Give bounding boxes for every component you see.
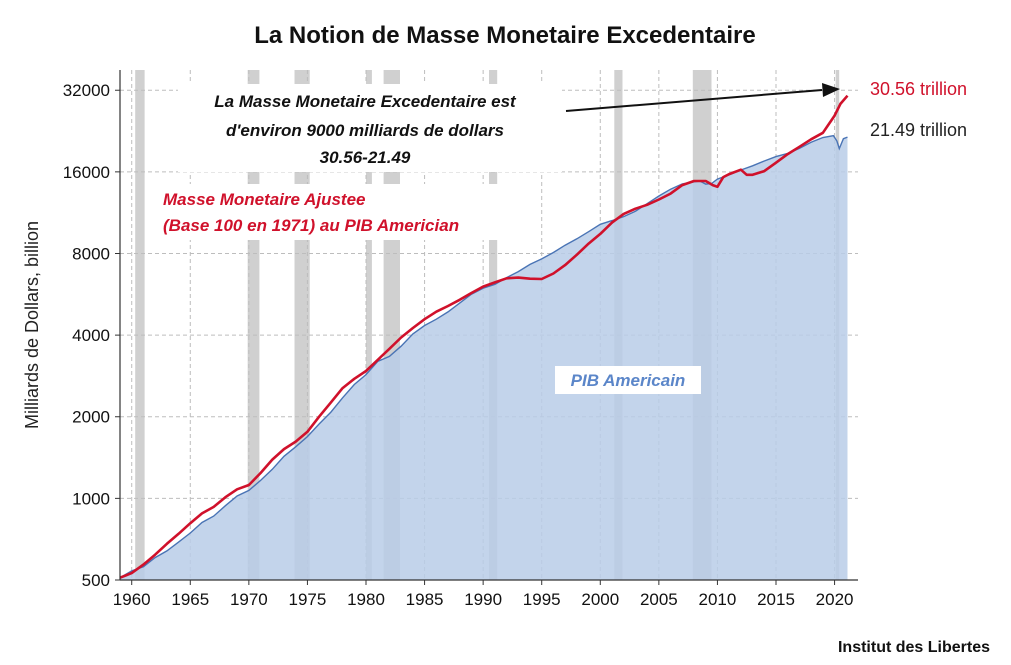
x-tick-label-1970: 1970: [230, 590, 268, 609]
x-tick-label-1985: 1985: [406, 590, 444, 609]
x-tick-label-2005: 2005: [640, 590, 678, 609]
x-tick-label-2015: 2015: [757, 590, 795, 609]
y-tick-label-32000: 32000: [63, 81, 110, 100]
masse-annotation: Masse Monetaire Ajustee (Base 100 en 197…: [160, 184, 522, 240]
masse-annotation-line-2: (Base 100 en 1971) au PIB Americian: [163, 216, 459, 235]
money-supply-line: [119, 94, 849, 579]
excess-annotation-line-1: La Masse Monetaire Excedentaire est: [214, 92, 517, 111]
x-tick-label-1995: 1995: [523, 590, 561, 609]
chart-title: La Notion de Masse Monetaire Excedentair…: [254, 22, 755, 49]
x-tick-label-2000: 2000: [581, 590, 619, 609]
x-tick-label-1980: 1980: [347, 590, 385, 609]
y-tick-label-2000: 2000: [72, 408, 110, 427]
y-tick-label-16000: 16000: [63, 163, 110, 182]
x-tick-label-2020: 2020: [816, 590, 854, 609]
excess-annotation: La Masse Monetaire Excedentaire est d'en…: [178, 84, 562, 172]
x-tick-label-1960: 1960: [113, 590, 151, 609]
y-axis-label: Milliards de Dollars, billion: [22, 221, 42, 429]
x-tick-label-1965: 1965: [171, 590, 209, 609]
y-tick-label-4000: 4000: [72, 326, 110, 345]
money-end-label: 30.56 trillion: [870, 79, 967, 99]
x-tick-label-2010: 2010: [699, 590, 737, 609]
plot-series: [119, 94, 849, 580]
excess-annotation-box: [178, 84, 562, 172]
x-tick-label-1990: 1990: [464, 590, 502, 609]
recession-band-0: [135, 70, 145, 580]
masse-annotation-box: [160, 184, 522, 240]
gdp-line: [119, 134, 848, 579]
recession-band-3: [366, 70, 372, 580]
x-tick-label-1975: 1975: [289, 590, 327, 609]
gdp-area: [120, 135, 848, 580]
masse-annotation-line-1: Masse Monetaire Ajustee: [163, 190, 366, 209]
recession-band-1: [247, 70, 260, 580]
excess-arrow: [565, 83, 840, 112]
pib-annotation: PIB Americain: [555, 366, 701, 394]
y-tick-label-500: 500: [82, 571, 110, 590]
pib-annotation-box: [555, 366, 701, 394]
y-tick-label-1000: 1000: [72, 489, 110, 508]
pib-annotation-label: PIB Americain: [571, 371, 686, 390]
axis-ticks: 1960 1965 1970 1975 1980 1985 1990 1995 2000 2005…: [63, 81, 854, 609]
y-tick-label-8000: 8000: [72, 244, 110, 263]
excess-annotation-line-2: d'environ 9000 milliards de dollars: [226, 121, 504, 140]
gdp-end-label: 21.49 trillion: [870, 120, 967, 140]
excess-annotation-line-3: 30.56-21.49: [320, 148, 411, 167]
source-label: Institut des Libertes: [838, 639, 990, 656]
